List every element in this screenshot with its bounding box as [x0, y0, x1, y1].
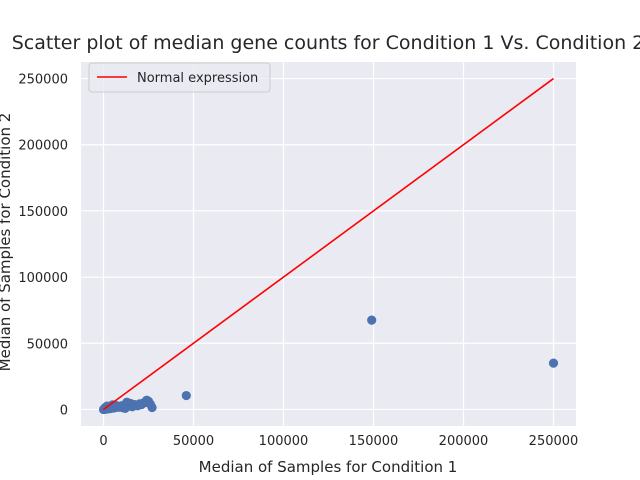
- chart-title: Scatter plot of median gene counts for C…: [12, 32, 640, 54]
- y-tick-label: 200000: [18, 139, 68, 154]
- x-tick-label: 0: [99, 434, 107, 449]
- x-axis-title: Median of Samples for Condition 1: [199, 458, 458, 476]
- legend-label: Normal expression: [137, 71, 258, 86]
- y-axis-title: Median of Samples for Condition 2: [0, 113, 14, 372]
- scatter-point: [367, 315, 377, 325]
- y-tick-label: 0: [60, 403, 68, 418]
- scatter-point: [120, 403, 130, 413]
- x-tick-label: 200000: [439, 434, 489, 449]
- normal-expression-line: [103, 77, 554, 411]
- legend-box: [88, 62, 271, 93]
- x-tick-label: 250000: [529, 434, 579, 449]
- scatter-point: [548, 358, 559, 368]
- x-tick-labels: 0 50000 100000 150000 200000 250000: [99, 434, 578, 449]
- x-tick-label: 100000: [259, 434, 309, 449]
- y-tick-label: 100000: [18, 271, 68, 286]
- scatter-point: [181, 390, 191, 401]
- grid-lines: [81, 62, 576, 426]
- scatter-point: [147, 402, 157, 413]
- scatter-point: [113, 402, 123, 412]
- y-tick-label: 50000: [27, 337, 68, 352]
- y-tick-label: 250000: [18, 73, 68, 88]
- y-tick-label: 150000: [18, 205, 68, 220]
- reference-line-layer: [103, 77, 554, 411]
- x-tick-label: 150000: [349, 434, 399, 449]
- x-tick-label: 50000: [173, 434, 214, 449]
- legend: Normal expression: [88, 62, 271, 93]
- y-tick-labels: 0 50000 100000 150000 200000 250000: [18, 73, 68, 419]
